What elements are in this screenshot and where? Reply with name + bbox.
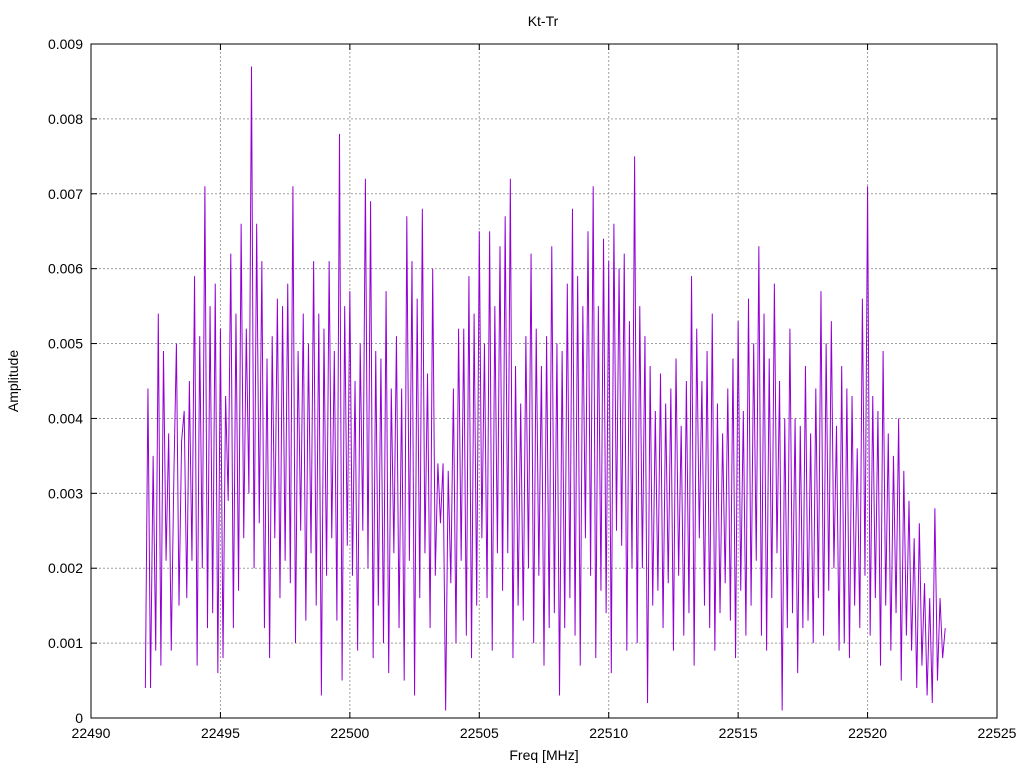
x-tick-label: 22515 bbox=[719, 725, 758, 741]
y-tick-label: 0.008 bbox=[48, 111, 83, 127]
x-tick-label: 22505 bbox=[460, 725, 499, 741]
y-axis-label: Amplitude bbox=[5, 350, 21, 412]
x-tick-label: 22525 bbox=[978, 725, 1017, 741]
series-line bbox=[144, 66, 946, 711]
series-group bbox=[144, 66, 946, 711]
y-tick-label: 0.003 bbox=[48, 485, 83, 501]
y-tick-label: 0.006 bbox=[48, 261, 83, 277]
chart-title: Kt-Tr bbox=[528, 13, 559, 29]
x-tick-label: 22495 bbox=[201, 725, 240, 741]
y-tick-label: 0.002 bbox=[48, 560, 83, 576]
x-tick-label: 22510 bbox=[589, 725, 628, 741]
y-axis-ticks: 0 0.001 0.002 0.003 0.004 0.005 0.006 0.007 0.00… bbox=[48, 36, 997, 726]
y-tick-label: 0.007 bbox=[48, 186, 83, 202]
x-axis-label: Freq [MHz] bbox=[509, 747, 578, 763]
y-tick-label: 0.004 bbox=[48, 410, 83, 426]
y-tick-label: 0.001 bbox=[48, 635, 83, 651]
y-tick-label: 0 bbox=[75, 710, 83, 726]
y-tick-label: 0.009 bbox=[48, 36, 83, 52]
x-axis-ticks: 22490 22495 22500 22505 22510 22515 22520 22525 bbox=[72, 44, 1017, 741]
x-tick-label: 22490 bbox=[72, 725, 111, 741]
x-tick-label: 22520 bbox=[848, 725, 887, 741]
plot-frame bbox=[90, 43, 998, 719]
x-tick-label: 22500 bbox=[330, 725, 369, 741]
y-tick-label: 0.005 bbox=[48, 336, 83, 352]
